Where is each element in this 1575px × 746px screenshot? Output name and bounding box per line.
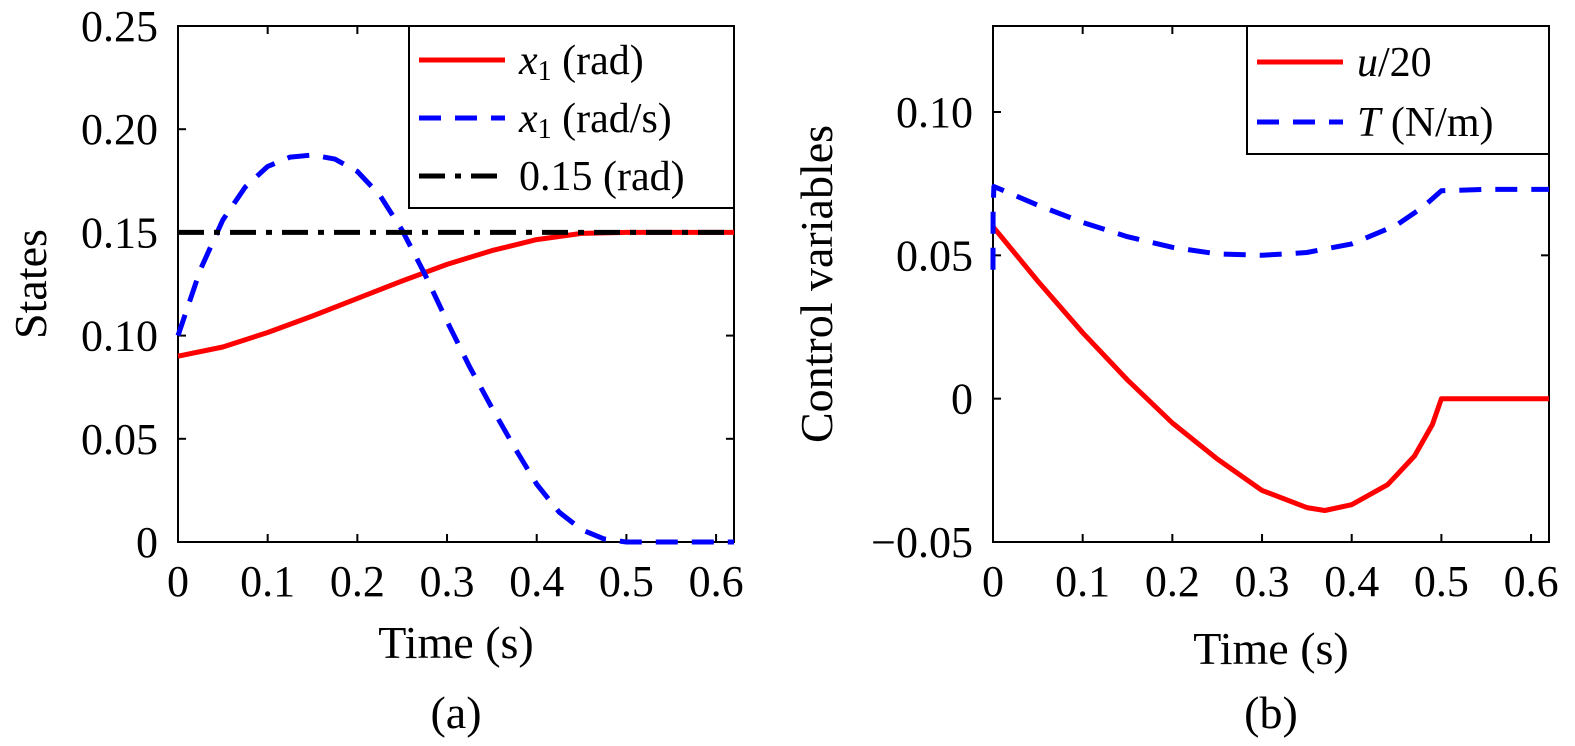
caption-b: (b): [1244, 687, 1298, 738]
y-tick-label: 0.15: [81, 208, 158, 257]
y-tick-label: 0.05: [896, 231, 973, 280]
series-line-2: [990, 184, 1549, 270]
y-axis-label-a: States: [5, 229, 56, 339]
x-tick-label: 0.6: [1504, 557, 1559, 606]
legend-var: x: [518, 38, 538, 84]
plot-lines-a: [175, 152, 734, 545]
legend-var: x: [518, 96, 538, 142]
y-tick-label: −0.05: [871, 518, 973, 567]
legend-unit: /20: [1378, 40, 1432, 86]
y-tick-label: 0.10: [81, 312, 158, 361]
y-tick-label: 0.25: [81, 2, 158, 51]
x-tick-labels-a: 0 0.1 0.2 0.3 0.4 0.5 0.6: [167, 557, 744, 606]
series-line-2: [175, 152, 734, 545]
legend-var: u: [1357, 40, 1378, 86]
x-tick-label: 0.5: [1414, 557, 1469, 606]
legend-label-3: 0.15 (rad): [519, 154, 685, 200]
legend-unit: (rad): [552, 38, 644, 84]
y-tick-labels-a: 0 0.05 0.10 0.15 0.20 0.25: [81, 2, 158, 567]
legend-var: T: [1357, 100, 1383, 146]
x-tick-label: 0.5: [599, 557, 654, 606]
plot-lines-b: [990, 184, 1549, 513]
legend-label-2: x1 (rad/s): [518, 96, 672, 145]
legend-unit: 0.15 (rad): [519, 154, 685, 200]
x-tick-labels-b: 0 0.1 0.2 0.3 0.4 0.5 0.6: [982, 557, 1559, 606]
y-tick-label: 0.05: [81, 415, 158, 464]
y-tick-label: 0: [136, 518, 158, 567]
x-tick-label: 0.2: [1145, 557, 1200, 606]
x-tick-label: 0.2: [330, 557, 385, 606]
x-tick-label: 0: [167, 557, 189, 606]
y-tick-label: 0.10: [896, 88, 973, 137]
panel-a: 0 0.1 0.2 0.3 0.4 0.5 0.6 0 0.05 0.10 0.15 0.20 0.2…: [5, 2, 744, 738]
legend-label-1: x1 (rad): [518, 38, 644, 87]
y-tick-label: 0: [951, 375, 973, 424]
series-line-1: [177, 229, 734, 359]
legend-label-2: T (N/m): [1357, 100, 1494, 146]
y-tick-labels-b: −0.05 0 0.05 0.10: [871, 88, 973, 567]
legend-subscript: 1: [538, 114, 552, 145]
x-tick-label: 0.3: [1235, 557, 1290, 606]
legend-box: [1246, 25, 1550, 155]
y-axis-label-b: Control variables: [791, 125, 842, 443]
legend-unit: (rad/s): [552, 96, 672, 142]
legend-unit: (N/m): [1380, 100, 1493, 146]
legend-label-1: u/20: [1357, 40, 1432, 86]
x-tick-label: 0: [982, 557, 1004, 606]
x-axis-label-b: Time (s): [1193, 623, 1349, 674]
y-tick-label: 0.20: [81, 105, 158, 154]
x-tick-label: 0.3: [420, 557, 475, 606]
x-tick-label: 0.1: [240, 557, 295, 606]
x-tick-label: 0.4: [1324, 557, 1379, 606]
legend-b: u/20 T (N/m): [1246, 25, 1550, 155]
x-tick-label: 0.1: [1055, 557, 1110, 606]
x-tick-label: 0.4: [509, 557, 564, 606]
legend-a: x1 (rad)x1 (rad/s)0.15 (rad): [408, 25, 735, 209]
x-axis-label-a: Time (s): [378, 617, 534, 668]
caption-a: (a): [430, 687, 481, 738]
series-line-1: [991, 225, 1549, 513]
x-tick-label: 0.6: [689, 557, 744, 606]
legend-subscript: 1: [538, 56, 552, 87]
